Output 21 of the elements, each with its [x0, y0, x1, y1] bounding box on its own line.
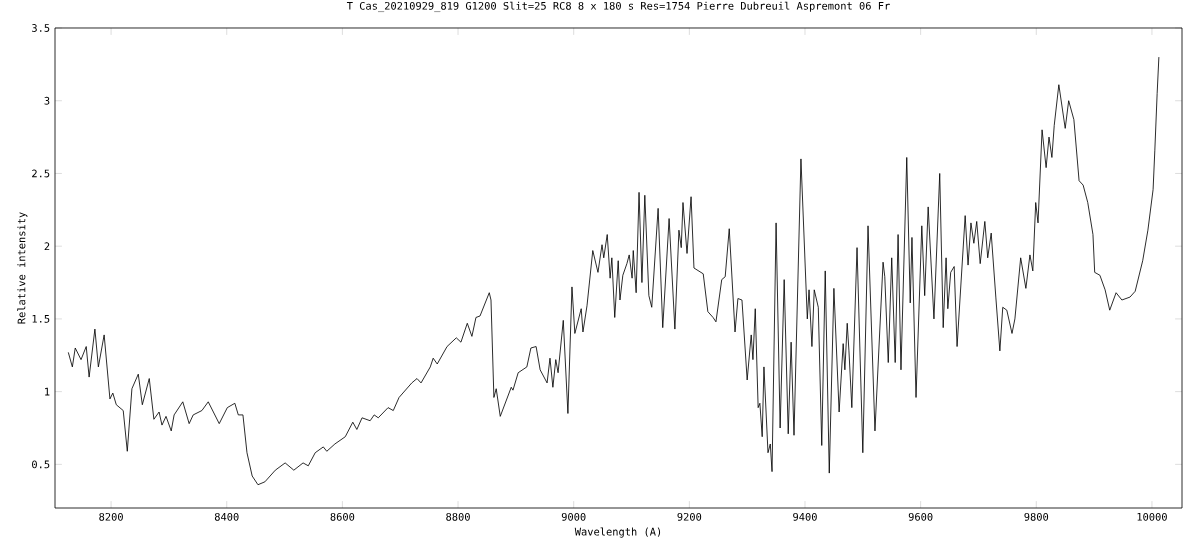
x-axis-title: Wavelength (A) — [574, 527, 661, 538]
x-tick-label: 9800 — [1024, 512, 1049, 521]
chart-title: T Cas_20210929_819 G1200 Slit=25 RC8 8 x 180 s Res=1754 Pierre Dubreuil Aspremont 06 Fr — [346, 1, 890, 13]
x-tick-label: 9000 — [561, 512, 586, 521]
y-tick-label: 3.5 — [32, 24, 50, 32]
x-tick-label: 8200 — [99, 512, 123, 521]
x-tick-label: 8800 — [446, 512, 470, 521]
x-tick-label: 10000 — [1137, 512, 1167, 521]
x-tick-label: 8600 — [330, 512, 355, 521]
x-tick-label: 9400 — [793, 512, 817, 521]
y-tick-label: 1.5 — [32, 315, 50, 323]
y-axis-title: Relative intensity — [17, 212, 28, 324]
y-tick-label: 2.5 — [32, 169, 50, 178]
y-tick-label: 0.5 — [32, 460, 50, 469]
y-tick-label: 1 — [45, 387, 50, 396]
x-tick-label: 9200 — [677, 512, 702, 521]
x-tick-label: 9600 — [908, 512, 933, 521]
line-series — [67, 56, 1160, 486]
y-tick-label: 2 — [44, 242, 50, 251]
x-tick-label: 8400 — [214, 512, 239, 521]
y-tick-label: 3 — [44, 96, 50, 105]
